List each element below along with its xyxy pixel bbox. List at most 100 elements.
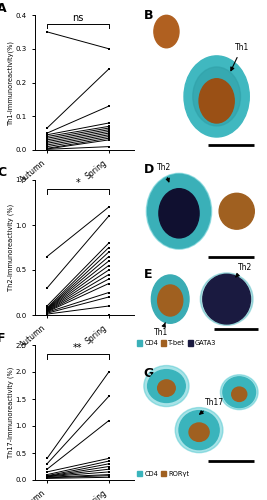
Point xyxy=(227,42,232,50)
Point xyxy=(149,60,154,68)
Point xyxy=(152,297,156,305)
Point xyxy=(237,292,241,300)
Point xyxy=(254,282,258,290)
Point xyxy=(226,428,231,436)
Point xyxy=(241,396,245,404)
Point xyxy=(142,431,147,439)
Point xyxy=(142,204,147,212)
Point xyxy=(161,52,165,60)
Point xyxy=(151,290,155,298)
Point xyxy=(216,8,220,16)
Point xyxy=(155,296,159,304)
Point xyxy=(224,138,228,146)
Point xyxy=(191,318,195,326)
Point xyxy=(139,408,143,416)
Point xyxy=(259,270,263,278)
Point xyxy=(220,293,224,301)
Point xyxy=(198,220,202,228)
Point xyxy=(198,306,202,314)
Point xyxy=(175,325,179,333)
Point xyxy=(218,255,222,263)
Point xyxy=(244,306,248,314)
Point xyxy=(176,430,180,438)
Point xyxy=(159,408,164,416)
Point xyxy=(253,302,257,310)
Point xyxy=(252,396,257,404)
Point xyxy=(235,38,239,46)
Point xyxy=(176,61,180,69)
Point xyxy=(211,54,216,62)
Point xyxy=(259,168,263,175)
Point xyxy=(231,420,235,428)
Point xyxy=(199,276,203,283)
Point xyxy=(181,412,186,420)
Point xyxy=(234,280,238,288)
Point xyxy=(252,286,257,294)
Point xyxy=(208,30,212,38)
Point xyxy=(191,322,196,330)
Point xyxy=(178,234,182,242)
Point xyxy=(233,194,237,202)
Point xyxy=(232,321,236,329)
Point xyxy=(207,382,211,390)
Point xyxy=(222,402,227,409)
Point xyxy=(140,7,144,15)
Point xyxy=(173,314,177,322)
Point xyxy=(168,166,172,173)
Point xyxy=(193,312,197,320)
Point xyxy=(150,140,154,148)
Point xyxy=(254,245,258,253)
Point xyxy=(206,92,211,100)
Point xyxy=(206,302,210,310)
Point xyxy=(254,258,258,266)
Point xyxy=(240,424,244,432)
Point xyxy=(240,328,245,336)
Point xyxy=(240,234,245,241)
Point xyxy=(152,286,156,294)
Point xyxy=(238,10,242,18)
Point xyxy=(218,80,223,88)
Point xyxy=(237,194,242,202)
Point xyxy=(176,166,181,173)
Point xyxy=(142,310,146,318)
Point xyxy=(210,380,215,388)
Point xyxy=(152,395,156,403)
Point xyxy=(145,402,149,410)
Point xyxy=(151,197,155,205)
Point xyxy=(222,311,227,319)
Point xyxy=(202,58,206,66)
Ellipse shape xyxy=(179,410,219,450)
Point xyxy=(211,254,215,262)
Point xyxy=(144,98,148,106)
Point xyxy=(155,325,159,333)
Point xyxy=(184,48,189,56)
Point xyxy=(195,30,199,38)
Point xyxy=(232,92,237,100)
Point xyxy=(143,82,147,90)
Point xyxy=(193,230,197,237)
Point xyxy=(150,76,154,84)
Point xyxy=(190,301,194,309)
Point xyxy=(154,76,159,84)
Point xyxy=(191,166,196,174)
Point xyxy=(147,194,151,202)
Point xyxy=(211,287,216,295)
Point xyxy=(183,210,187,218)
Point xyxy=(153,312,157,320)
Point xyxy=(239,34,243,42)
Ellipse shape xyxy=(200,273,253,326)
Point xyxy=(253,278,257,285)
Point xyxy=(139,295,143,303)
Point xyxy=(161,192,165,200)
Point xyxy=(176,206,180,214)
Point xyxy=(225,414,229,422)
Point xyxy=(249,236,253,244)
Ellipse shape xyxy=(154,16,179,48)
Point xyxy=(176,273,180,281)
Point xyxy=(202,196,206,204)
Point xyxy=(241,277,245,285)
Point xyxy=(176,24,180,32)
Point xyxy=(235,386,239,394)
Point xyxy=(144,224,148,232)
Point xyxy=(208,276,212,284)
